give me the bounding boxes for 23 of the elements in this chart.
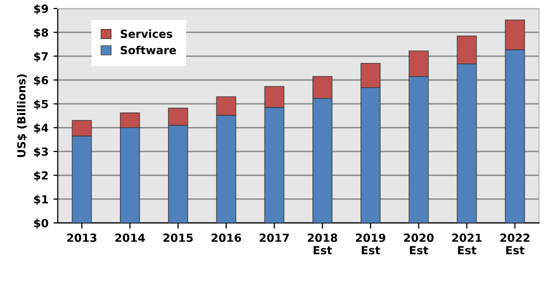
y-tick-label: $3 — [34, 147, 48, 158]
x-tick-label: 2013 — [67, 234, 96, 242]
x-tick-label: 2019 Est — [356, 234, 386, 254]
x-tick-label: 2018 Est — [308, 234, 338, 254]
x-tick-label: 2015 — [163, 234, 193, 242]
y-tick-label: $7 — [34, 52, 48, 62]
x-tick-label: 2014 — [115, 234, 145, 242]
y-tick-label: $1 — [34, 194, 48, 205]
y-tick-label: $2 — [34, 171, 48, 182]
x-tick-label: 2021 Est — [452, 234, 482, 254]
y-axis-title: US$ (Billions) — [16, 74, 28, 158]
x-tick-label: 2020 Est — [404, 234, 434, 254]
legend-label: Software — [120, 46, 176, 54]
y-tick-label: $4 — [34, 123, 48, 134]
y-tick-label: $9 — [34, 4, 48, 14]
x-tick-label: 2016 — [212, 234, 242, 242]
x-tick-label: 2017 — [260, 234, 289, 242]
y-tick-label: $6 — [34, 76, 48, 86]
x-tick-label: 2022 Est — [500, 234, 530, 254]
y-tick-label: $8 — [34, 28, 48, 38]
y-tick-label: $0 — [34, 218, 48, 229]
legend-label: Services — [120, 29, 172, 38]
y-tick-label: $5 — [34, 100, 48, 110]
